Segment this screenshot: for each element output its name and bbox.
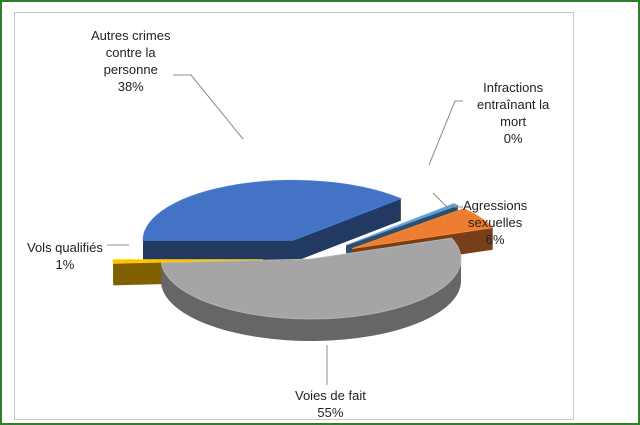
pie-slice-autres-crimes: [142, 179, 402, 263]
data-label-voies: Voies de fait 55%: [295, 387, 366, 421]
data-label-autres-crimes: Autres crimes contre la personne 38%: [91, 27, 170, 95]
data-label-agressions-line1: Agressions: [463, 198, 528, 213]
data-label-infractions: Infractions entraînant la mort 0%: [477, 79, 549, 147]
data-label-infractions-line3: mort: [500, 114, 527, 129]
data-label-infractions-line1: Infractions: [483, 80, 544, 95]
data-label-voies-percent: 55%: [317, 405, 344, 420]
data-label-autres-crimes-line3: personne: [103, 62, 158, 77]
data-label-autres-crimes-percent: 38%: [117, 79, 144, 94]
data-label-autres-crimes-line2: contre la: [105, 45, 156, 60]
data-label-vols-percent: 1%: [55, 257, 75, 272]
data-label-vols: Vols qualifiés 1%: [27, 239, 103, 273]
chart-area: Autres crimes contre la personne 38% Inf…: [14, 12, 574, 420]
data-label-agressions: Agressions sexuelles 6%: [463, 197, 527, 248]
data-label-infractions-percent: 0%: [503, 131, 523, 146]
data-label-autres-crimes-line1: Autres crimes: [91, 28, 171, 43]
leader-line-infractions: [428, 100, 463, 166]
data-label-agressions-percent: 6%: [485, 232, 505, 247]
data-label-voies-line1: Voies de fait: [295, 388, 366, 403]
leader-line-agressions: [432, 192, 463, 208]
leader-line-autres-crimes: [173, 74, 244, 140]
data-label-vols-line1: Vols qualifiés: [27, 240, 103, 255]
data-label-infractions-line2: entraînant la: [477, 97, 550, 112]
data-label-agressions-line2: sexuelles: [468, 215, 523, 230]
pie-chart: [107, 74, 494, 385]
pie-slice-voies-de-fait: [160, 237, 462, 342]
